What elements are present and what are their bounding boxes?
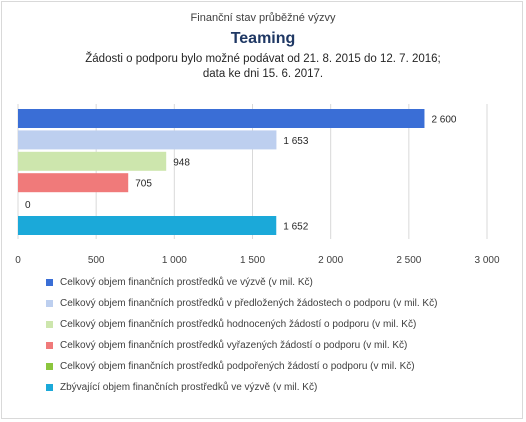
x-tick-label: 2 000 — [318, 255, 343, 266]
x-tick-label: 1 500 — [240, 255, 265, 266]
bar-4 — [18, 173, 129, 193]
legend-swatch — [46, 363, 53, 370]
bar-3 — [18, 151, 167, 171]
legend-label: Celkový objem finančních prostředků ve v… — [60, 277, 313, 288]
legend-label: Zbývající objem finančních prostředků ve… — [60, 382, 318, 393]
bar-6 — [18, 216, 277, 235]
x-tick-label: 3 000 — [474, 255, 499, 266]
legend-swatch — [46, 342, 53, 349]
chart-description-line-1: Žádosti o podporu bylo možné podávat od … — [85, 53, 441, 65]
legend-swatch — [46, 384, 53, 391]
x-tick-label: 0 — [15, 255, 21, 266]
bar-value-label: 0 — [25, 200, 31, 211]
bar-value-label: 2 600 — [431, 115, 456, 126]
x-tick-label: 500 — [88, 255, 105, 266]
x-tick-label: 1 000 — [162, 255, 187, 266]
chart-subtitle: Finanční stav průběžné výzvy — [190, 12, 336, 24]
bar-value-label: 1 653 — [283, 136, 308, 147]
legend-label: Celkový objem finančních prostředků vyřa… — [60, 340, 408, 351]
bar-value-label: 948 — [173, 157, 190, 168]
legend-label: Celkový objem finančních prostředků hodn… — [60, 319, 417, 330]
chart-title: Teaming — [230, 30, 296, 47]
legend-label: Celkový objem finančních prostředků podp… — [60, 361, 415, 372]
bar-1 — [18, 109, 425, 128]
bar-2 — [18, 130, 277, 150]
x-tick-label: 2 500 — [396, 255, 421, 266]
legend-label: Celkový objem finančních prostředků v př… — [60, 298, 438, 309]
legend-swatch — [46, 279, 53, 286]
legend-swatch — [46, 321, 53, 328]
bar-value-label: 705 — [135, 179, 152, 190]
legend-swatch — [46, 300, 53, 307]
bar-value-label: 1 652 — [283, 222, 308, 233]
chart-description-line-2: data ke dni 15. 6. 2017. — [202, 68, 324, 80]
